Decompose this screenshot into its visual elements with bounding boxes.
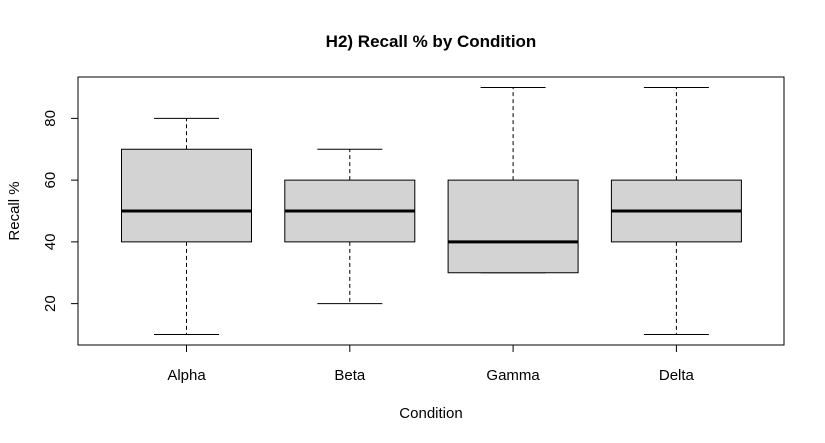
y-axis: 20 40 60 80 (42, 110, 79, 312)
box-group (121, 86, 742, 336)
box-alpha (121, 117, 252, 336)
x-tick-label: Alpha (167, 367, 206, 384)
y-tick-label: 20 (42, 295, 59, 312)
x-axis-label: Condition (399, 405, 462, 422)
x-tick-label: Beta (334, 367, 366, 384)
x-axis: Alpha Beta Gamma Delta (167, 344, 695, 384)
box-gamma (447, 86, 579, 274)
y-axis-label: Recall % (6, 181, 23, 240)
iqr-box (447, 179, 579, 274)
iqr-box (121, 148, 252, 243)
y-tick-label: 60 (42, 172, 59, 189)
x-tick-label: Delta (659, 367, 695, 384)
box-delta (610, 86, 742, 336)
y-tick-label: 80 (42, 110, 59, 127)
x-tick-label: Gamma (486, 367, 540, 384)
chart-title: H2) Recall % by Condition (326, 32, 537, 51)
y-tick-label: 40 (42, 234, 59, 251)
box-beta (284, 148, 416, 305)
